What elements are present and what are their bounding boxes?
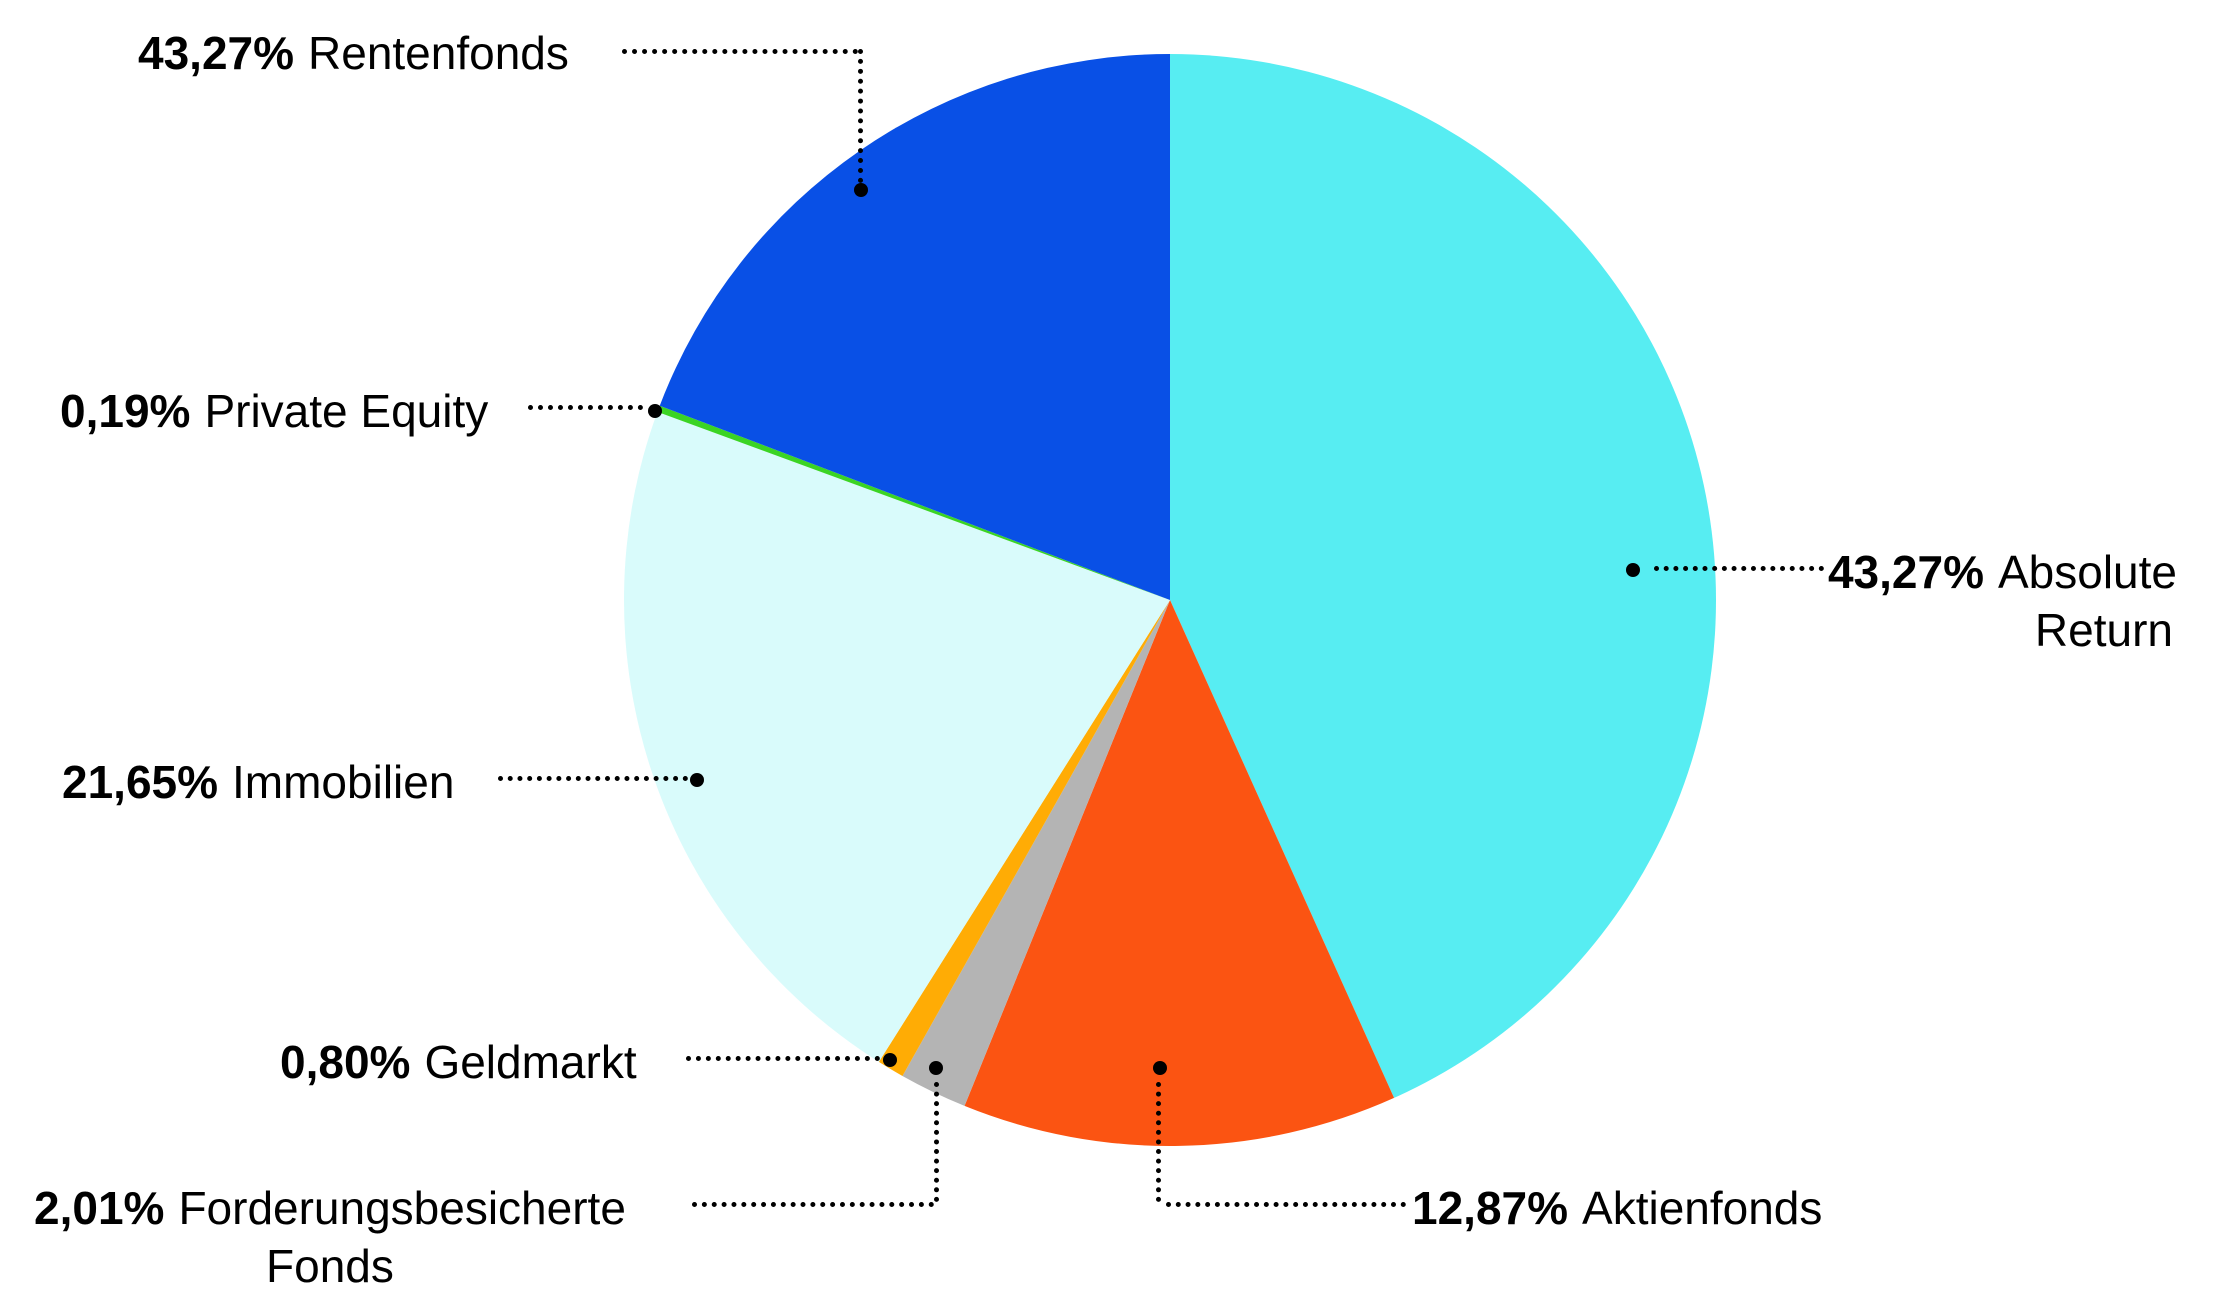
label-aktienfonds-name: Aktienfonds [1582,1182,1823,1234]
label-forderungsbesicherte-name-line1: Forderungsbesicherte [178,1182,626,1234]
anchor-dot-absolute-return [1626,563,1640,577]
pie-slice-immobilien [623,411,1170,1062]
label-private-equity: 0,19% Private Equity [60,382,488,440]
label-aktienfonds-pct: 12,87% [1412,1182,1569,1234]
label-private-equity-name: Private Equity [204,385,489,437]
pie-slice-geldmarkt [878,600,1170,1076]
pie-slice-private-equity [657,405,1170,600]
pie-slice-forderungsbesicherte-fonds [902,600,1170,1106]
leader-aktienfonds-h [1166,1202,1406,1207]
label-geldmarkt-pct: 0,80% [280,1036,411,1088]
leader-rentenfonds-h [622,49,858,54]
label-absolute-return-pct: 43,27% [1827,546,1984,598]
label-immobilien: 21,65% Immobilien [62,753,454,811]
anchor-dot-immobilien [690,773,704,787]
anchor-dot-private-equity [648,404,662,418]
label-geldmarkt: 0,80% Geldmarkt [280,1033,637,1091]
label-rentenfonds-pct: 43,27% [138,27,295,79]
anchor-dot-rentenfonds [854,183,868,197]
label-forderungsbesicherte-pct: 2,01% [34,1182,165,1234]
leader-forderungsbesicherte-v [934,1082,939,1202]
leader-geldmarkt-h [686,1056,880,1061]
label-immobilien-name: Immobilien [232,756,455,808]
leader-aktienfonds-v [1156,1082,1161,1202]
label-absolute-return-name-line1: Absolute [1997,546,2177,598]
anchor-dot-geldmarkt [883,1053,897,1067]
leader-private-equity-h [528,405,643,410]
leader-immobilien-h [498,776,688,781]
label-rentenfonds: 43,27% Rentenfonds [138,24,569,82]
pie-slice-rentenfonds [659,53,1170,600]
label-absolute-return: 43,27% Absolute Return [1828,543,2177,659]
anchor-dot-aktienfonds [1153,1061,1167,1075]
label-geldmarkt-name: Geldmarkt [424,1036,637,1088]
label-absolute-return-name-line2: Return [2034,604,2173,656]
pie-slice-absolute-return [1170,54,1717,1098]
label-forderungsbesicherte: 2,01% Forderungsbesicherte Fonds [34,1179,626,1295]
leader-absolute-return-h [1654,566,1824,571]
anchor-dot-forderungsbesicherte [929,1061,943,1075]
label-immobilien-pct: 21,65% [62,756,219,808]
pie-slice-aktienfonds [964,600,1395,1146]
label-aktienfonds: 12,87% Aktienfonds [1412,1179,1822,1237]
leader-rentenfonds-v [858,49,863,183]
label-forderungsbesicherte-name-line2: Fonds [266,1240,394,1292]
leader-forderungsbesicherte-h [692,1202,934,1207]
label-rentenfonds-name: Rentenfonds [308,27,569,79]
label-private-equity-pct: 0,19% [60,385,191,437]
